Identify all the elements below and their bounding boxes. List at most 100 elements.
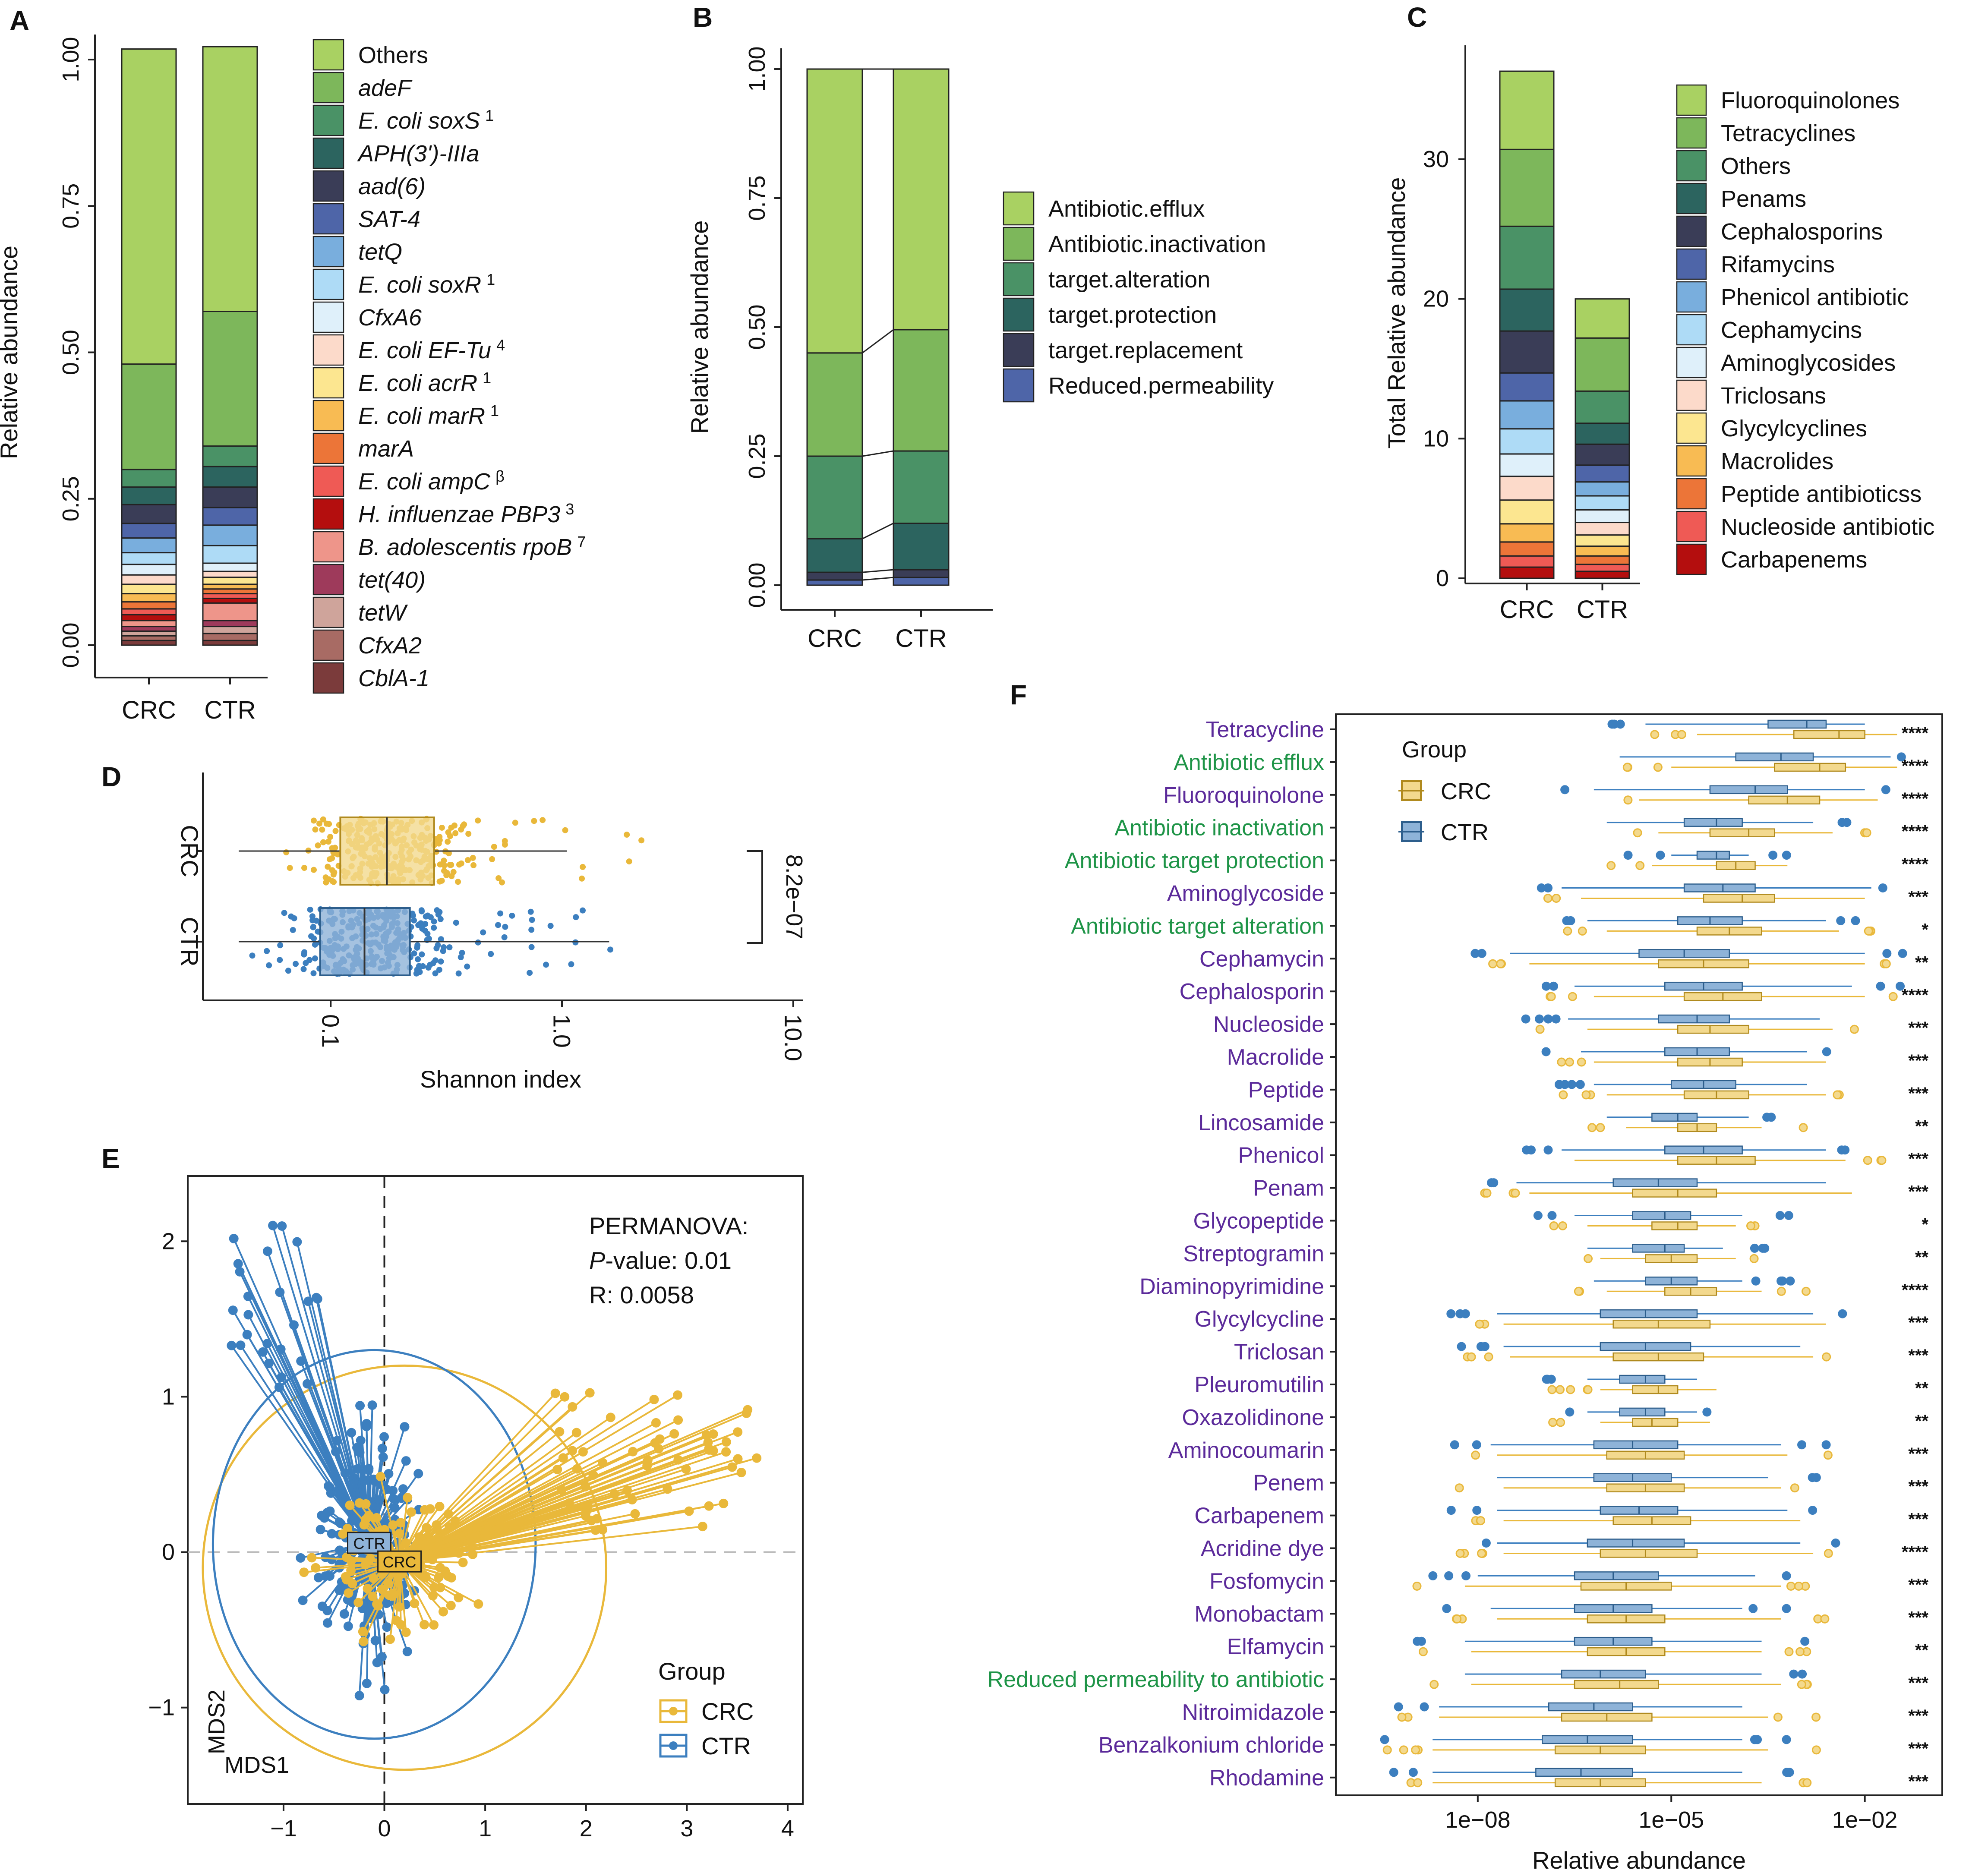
row-label: Antibiotic efflux — [1174, 750, 1324, 775]
sample-point — [322, 1508, 332, 1518]
row-label: Nitroimidazole — [1182, 1700, 1324, 1725]
legend-label: CTR — [701, 1732, 751, 1759]
data-point — [562, 827, 568, 833]
spider-line — [399, 1489, 562, 1562]
legend-label: CTR — [1441, 820, 1489, 845]
outlier-point — [1786, 1276, 1795, 1286]
outlier-point — [1583, 1385, 1593, 1394]
legend-label: Others — [1721, 153, 1791, 179]
data-point — [572, 939, 579, 946]
x-tick-label: CTR — [1577, 596, 1628, 624]
spider-line — [347, 1542, 370, 1627]
data-point — [325, 864, 331, 870]
bar-segment — [121, 583, 177, 595]
box — [1632, 1189, 1717, 1198]
box — [1658, 1014, 1730, 1024]
sample-point — [450, 1516, 460, 1526]
row-label: Penam — [1253, 1176, 1324, 1201]
sample-point — [243, 1310, 253, 1320]
sample-point — [721, 1437, 731, 1447]
sample-point — [630, 1509, 640, 1519]
outlier-point — [1896, 981, 1905, 991]
outlier-point — [1760, 1243, 1770, 1253]
bar-segment — [121, 564, 177, 576]
bar-segment — [1499, 330, 1555, 374]
outlier-point — [1555, 1080, 1564, 1089]
sample-point — [327, 1554, 337, 1564]
outlier-point — [1457, 1342, 1466, 1351]
data-point — [470, 862, 477, 868]
outlier-point — [1563, 926, 1572, 936]
legend-label: CblA-1 — [358, 665, 429, 691]
data-point — [277, 957, 283, 963]
outlier-point — [1824, 1549, 1833, 1558]
outlier-point — [1746, 1221, 1755, 1230]
data-point — [329, 878, 336, 885]
outlier-point — [1797, 1440, 1807, 1450]
legend-label: Penams — [1721, 186, 1806, 212]
outlier-point — [1811, 1745, 1821, 1755]
x-tick-label: 1 — [479, 1816, 492, 1841]
sample-point — [425, 1504, 435, 1514]
outlier-point — [1444, 1571, 1454, 1580]
sample-point — [345, 1500, 355, 1510]
data-point — [495, 922, 501, 928]
outlier-point — [1833, 1090, 1842, 1100]
data-point — [446, 944, 453, 951]
legend-label: E. coli ampC β — [358, 467, 505, 495]
legend-swatch — [1676, 347, 1707, 378]
data-point — [303, 960, 309, 966]
legend-label: Antibiotic.efflux — [1048, 196, 1205, 222]
significance-stars: *** — [1908, 1477, 1928, 1496]
outlier-point — [1511, 1189, 1520, 1198]
bar-segment — [202, 507, 258, 526]
data-point — [437, 916, 444, 922]
data-point — [312, 955, 318, 962]
significance-stars: *** — [1908, 1051, 1928, 1070]
significance-stars: *** — [1908, 1510, 1928, 1529]
row-label: Rhodamine — [1209, 1766, 1324, 1791]
sample-point — [379, 1432, 389, 1442]
legend-label: H. influenzae PBP3 3 — [358, 500, 574, 527]
legend-swatch — [312, 564, 344, 596]
outlier-point — [1452, 1614, 1462, 1624]
sample-point — [262, 1246, 272, 1256]
outlier-point — [1560, 785, 1570, 795]
sample-point — [391, 1615, 401, 1625]
data-point — [409, 910, 416, 917]
spider-line — [379, 1476, 401, 1562]
data-point — [465, 831, 472, 837]
sample-point — [428, 1591, 438, 1601]
y-tick-label: 0 — [162, 1539, 175, 1565]
x-tick-label: 0 — [378, 1816, 391, 1841]
bar-segment — [121, 601, 177, 610]
panel-letter: F — [1010, 679, 1027, 710]
sample-point — [704, 1501, 714, 1511]
sample-point — [355, 1447, 365, 1457]
significance-stars: ** — [1915, 1641, 1929, 1660]
bar-segment — [121, 620, 177, 627]
outlier-point — [1864, 926, 1873, 936]
outlier-point — [1876, 981, 1885, 991]
box — [1696, 851, 1730, 860]
sample-point — [420, 1620, 429, 1630]
sample-point — [298, 1595, 308, 1605]
significance-stars: *** — [1908, 888, 1928, 907]
box — [1767, 719, 1827, 729]
outlier-point — [1477, 1549, 1486, 1558]
outlier-point — [1584, 1254, 1593, 1263]
legend-swatch — [1003, 227, 1035, 261]
y-tick-label: 0.00 — [58, 622, 84, 668]
outlier-point — [1428, 1571, 1438, 1580]
panel-F: Tetracycline ****Antibiotic efflux ****Flu… — [988, 713, 1943, 1874]
y-tick-label: 1.00 — [744, 46, 770, 91]
outlier-point — [1838, 1309, 1847, 1318]
data-point — [312, 941, 318, 948]
legend-label: target.alteration — [1048, 267, 1210, 293]
data-point — [281, 910, 287, 916]
sample-point — [268, 1220, 278, 1230]
data-point — [415, 922, 422, 928]
sample-point — [435, 1501, 445, 1511]
data-point — [329, 855, 335, 861]
sample-point — [704, 1445, 714, 1455]
